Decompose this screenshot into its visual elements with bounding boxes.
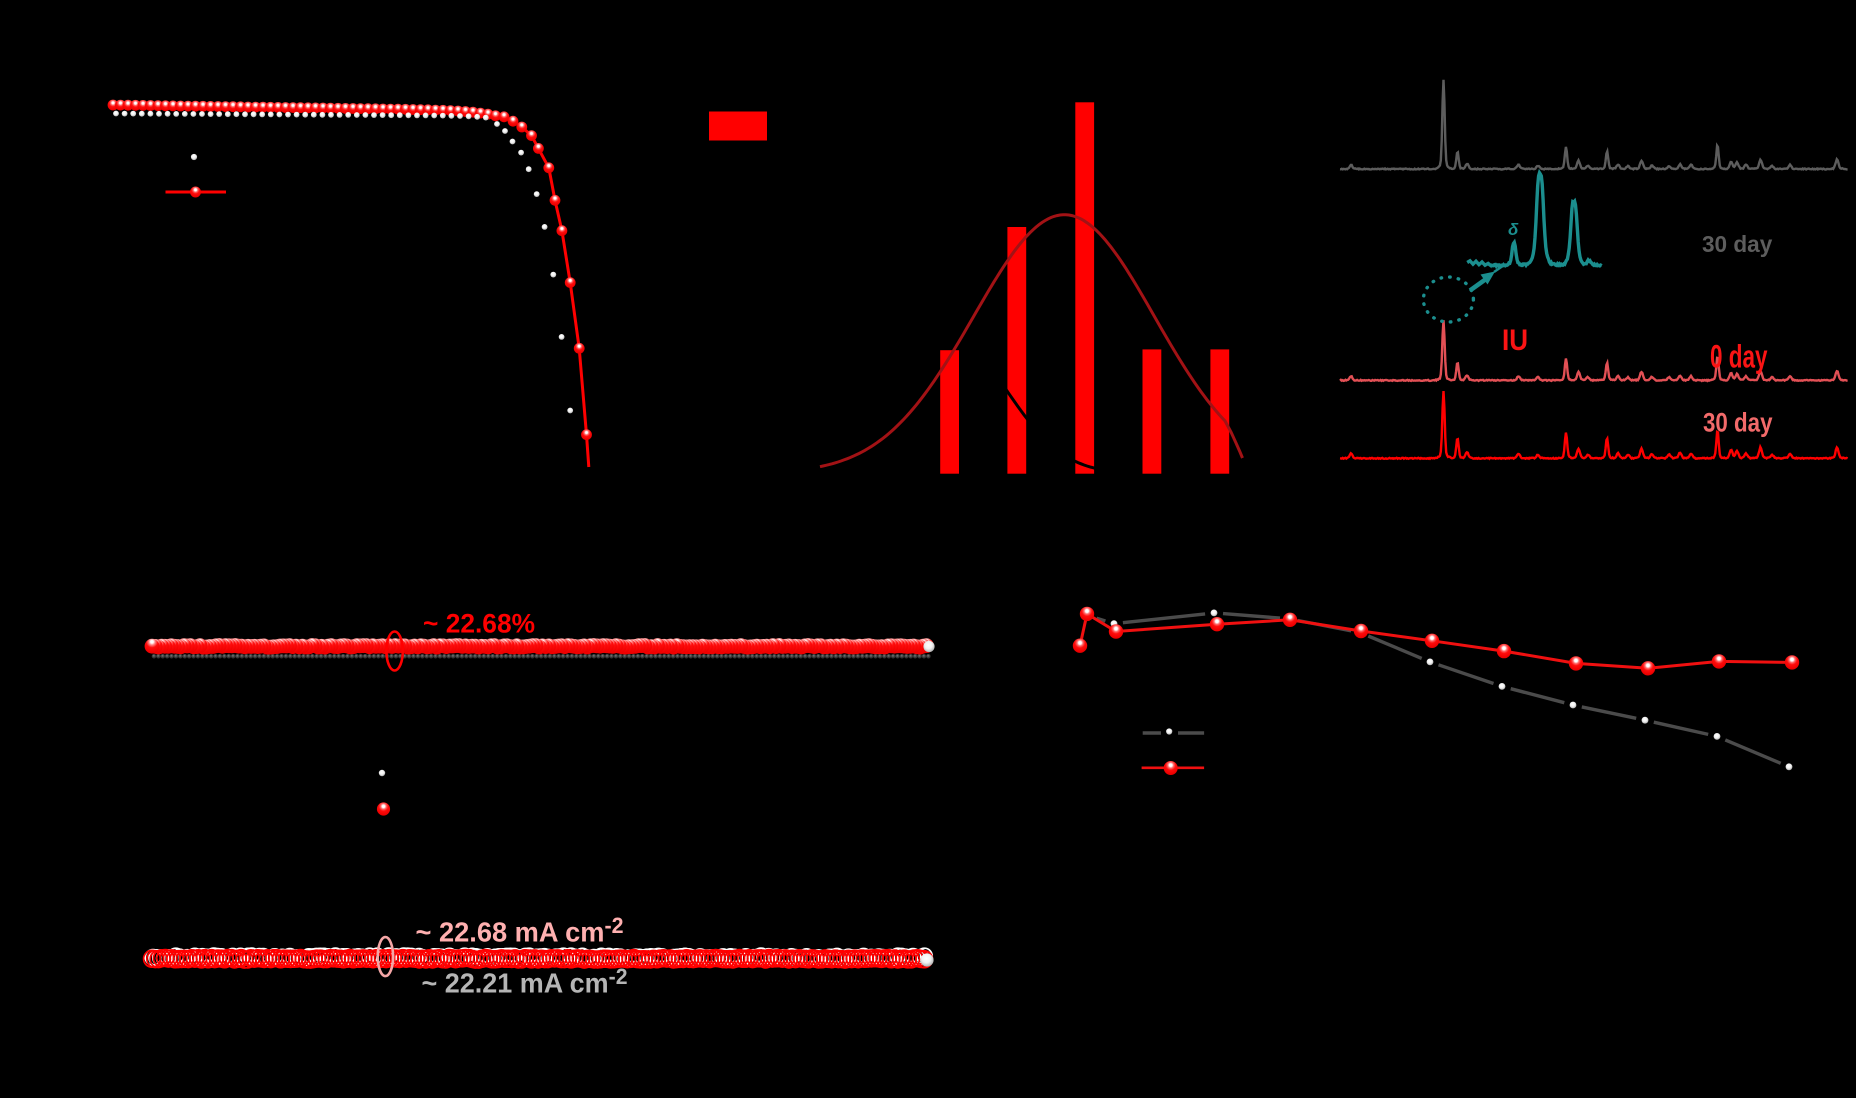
svg-text:δ: δ [1508,220,1519,239]
svg-text:~ 22.68 mA cm-2: ~ 22.68 mA cm-2 [416,913,624,948]
svg-text:~ 22.68%: ~ 22.68% [423,609,535,639]
svg-text:30 day: 30 day [1702,231,1772,257]
svg-text:30 day: 30 day [1703,408,1773,438]
svg-text:~ 22.21 mA cm-2: ~ 22.21 mA cm-2 [422,964,628,999]
svg-text:0 day: 0 day [1710,339,1768,375]
svg-text:IU: IU [1502,324,1528,357]
